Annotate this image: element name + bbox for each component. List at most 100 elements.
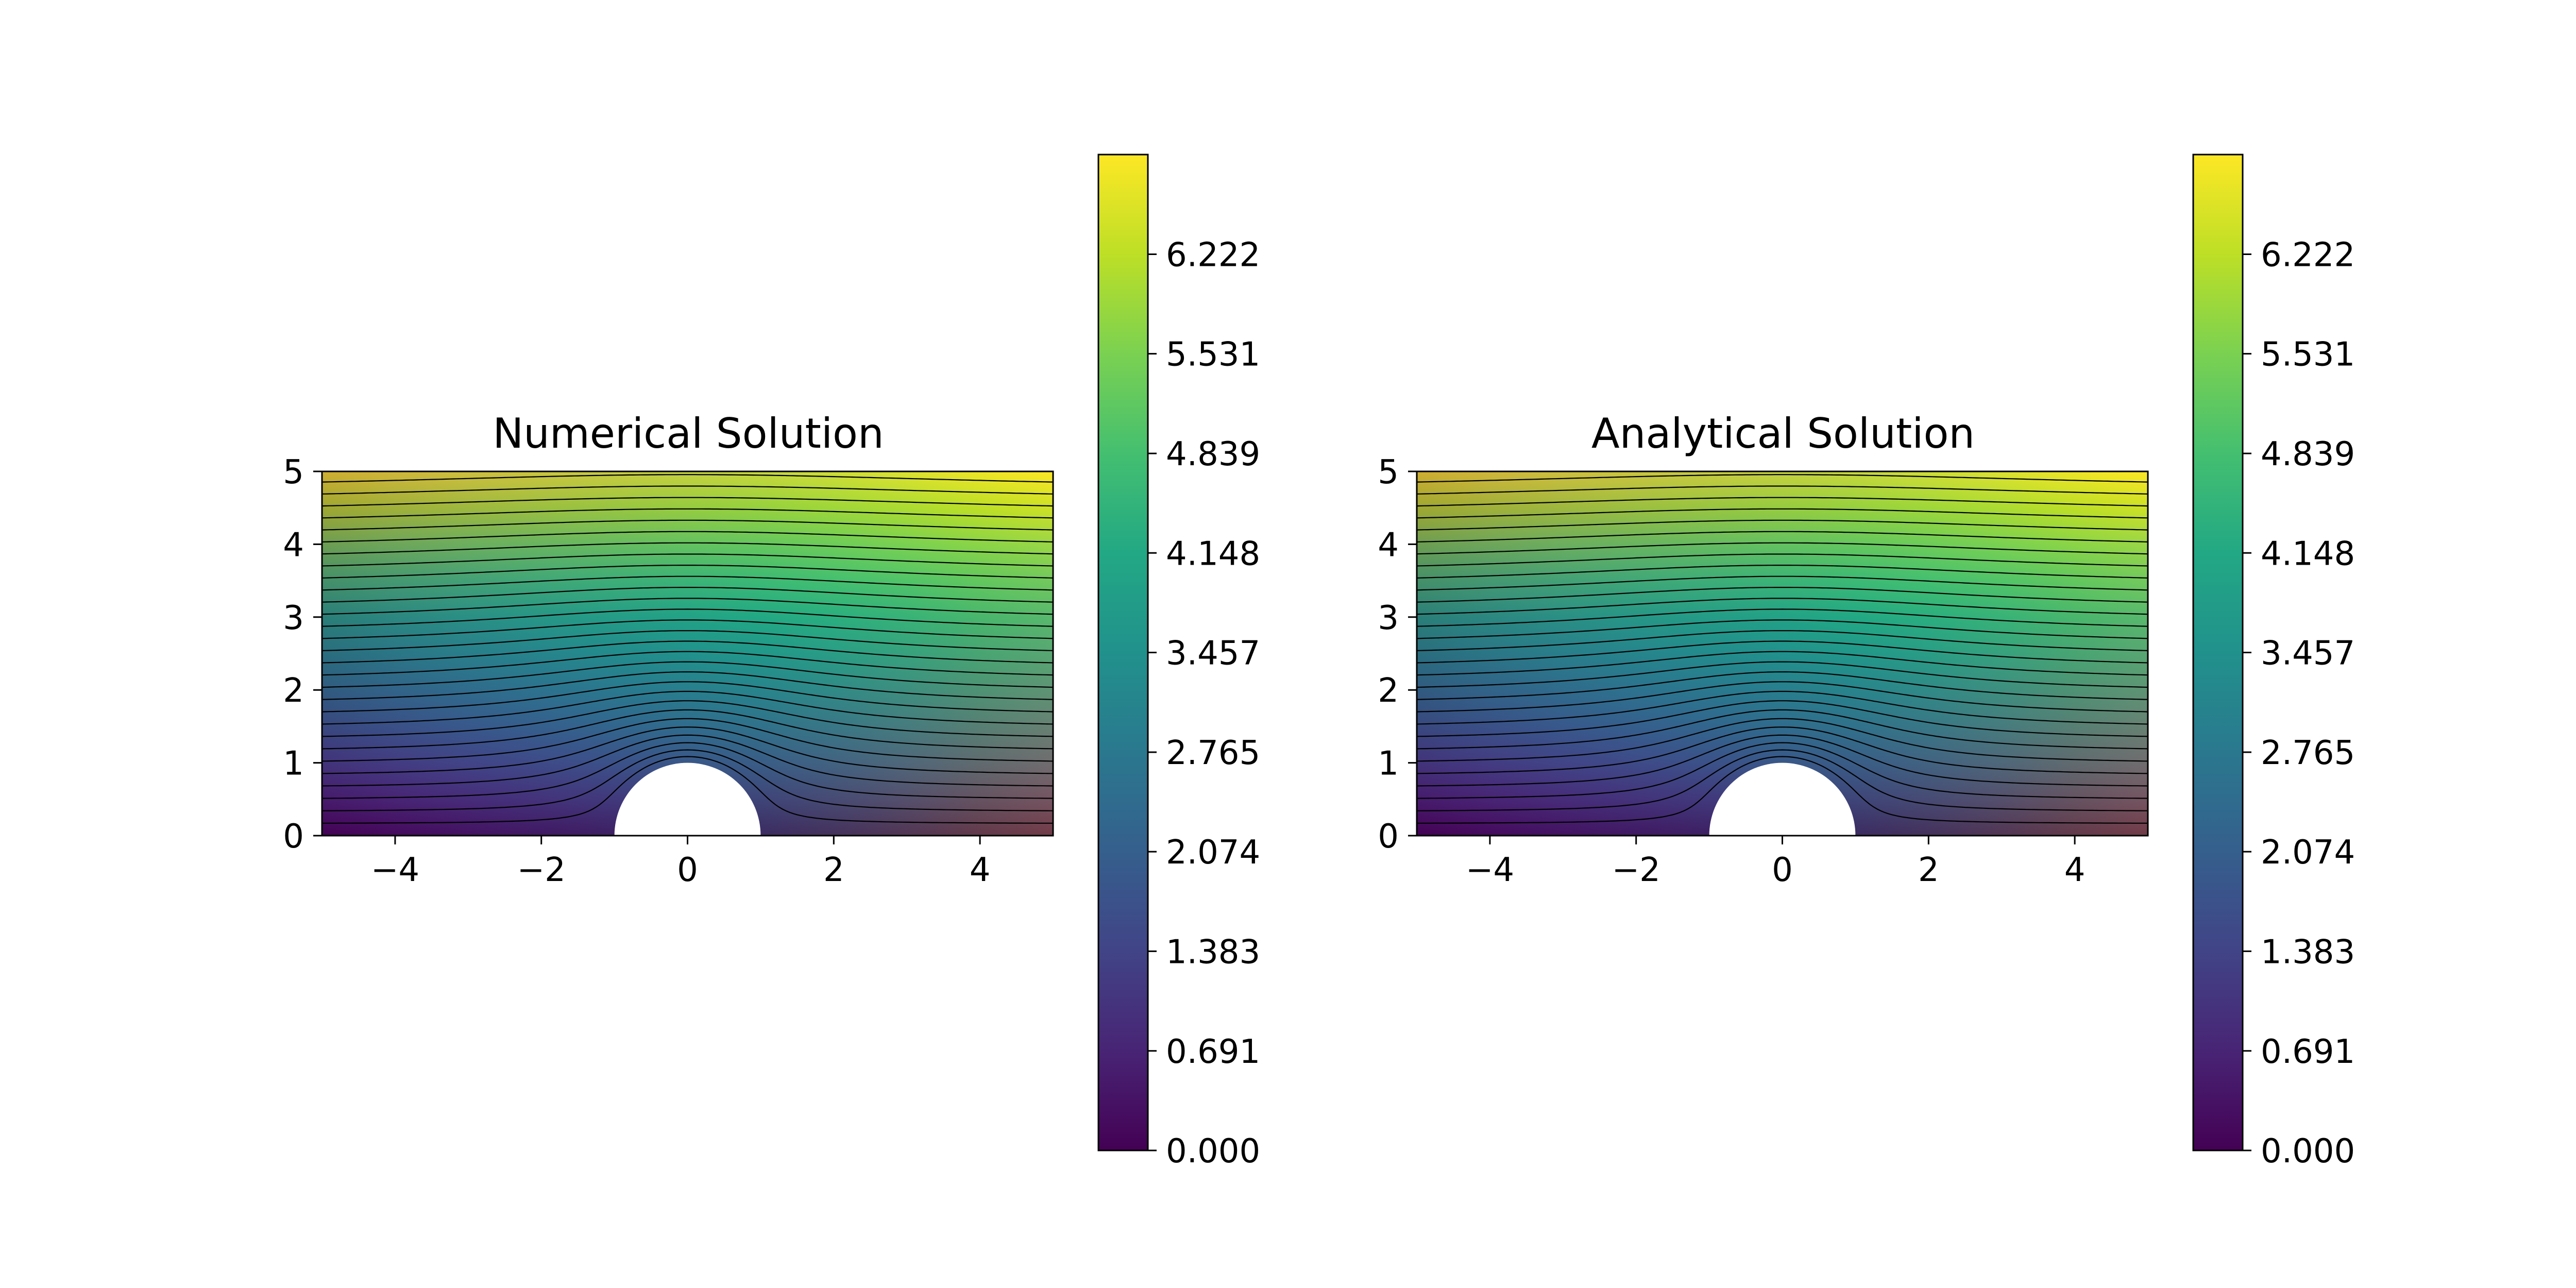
contour-line (321, 726, 1054, 774)
y-tick-label: 3 (283, 599, 304, 637)
contour-line (321, 640, 1054, 664)
contour-line (321, 671, 1054, 700)
contour-line (1416, 651, 2148, 676)
chart-analytical: Analytical Solution −4 −2 0 2 4 0 1 2 3 4 5 0.000… (1378, 154, 2355, 1171)
colorbar-tick-label: 4.148 (1166, 535, 1260, 573)
y-tick-label: 1 (283, 745, 304, 783)
colorbar-tick-label: 2.074 (1166, 834, 1260, 872)
colorbar-tick-label: 2.074 (2261, 834, 2355, 872)
x-tick-label: 4 (2064, 851, 2086, 889)
colorbar-tick-label: 0.000 (2261, 1132, 2355, 1171)
contour-line (1416, 671, 2148, 700)
contour-field (321, 470, 1054, 837)
contour-line (1416, 542, 2148, 555)
x-axis: −4 −2 0 2 4 (1466, 836, 2086, 889)
contour-line (1416, 681, 2148, 713)
x-tick-label: −2 (1612, 851, 1660, 889)
colorbar-tick-label: 6.222 (2261, 236, 2355, 274)
contour-line (321, 587, 1054, 603)
contour-line (1416, 661, 2148, 688)
x-tick-label: −4 (1466, 851, 1514, 889)
contour-line (321, 508, 1054, 519)
colorbar-tick-label: 2.765 (1166, 734, 1260, 772)
contour-lines (321, 474, 1054, 824)
x-tick-label: −2 (517, 851, 566, 889)
contour-line (1416, 553, 2148, 567)
y-tick-label: 4 (283, 526, 304, 564)
contour-line (1416, 619, 2148, 639)
colorbar-tick-label: 1.383 (1166, 933, 1260, 971)
colorbar-tick-label: 0.691 (1166, 1033, 1260, 1071)
obstacle-half-disk (1709, 762, 1856, 836)
contour-line (1417, 749, 2148, 811)
contour-line (1416, 709, 2148, 750)
colorbar: 0.000 0.691 1.383 2.074 2.765 3.457 4.148 4.839… (1097, 154, 1260, 1171)
colorbar-tick-label: 6.222 (1166, 236, 1260, 274)
contour-line (321, 497, 1054, 507)
contour-line (322, 749, 1053, 811)
contour-line (321, 531, 1054, 543)
contour-line (1416, 630, 2148, 651)
y-tick-label: 0 (1378, 818, 1399, 856)
contour-line (1416, 718, 2148, 762)
x-tick-label: 0 (677, 851, 698, 889)
contour-line (321, 519, 1054, 531)
contour-line (1416, 608, 2148, 627)
chart-title: Numerical Solution (493, 410, 884, 457)
y-axis: 0 1 2 3 4 5 (1378, 453, 1417, 856)
contour-line (1416, 690, 2148, 725)
y-tick-label: 5 (1378, 453, 1399, 492)
contour-line (1416, 519, 2148, 531)
x-axis: −4 −2 0 2 4 (371, 836, 991, 889)
y-tick-label: 0 (283, 818, 304, 856)
colorbar-bar (2192, 154, 2244, 1151)
contour-line (1416, 756, 2148, 824)
contour-line (321, 565, 1054, 579)
y-tick-label: 4 (1378, 526, 1399, 564)
x-tick-label: −4 (371, 851, 419, 889)
contour-line (321, 690, 1054, 725)
contour-line (321, 630, 1054, 651)
contour-line (321, 485, 1054, 495)
y-tick-label: 5 (283, 453, 304, 492)
contour-line (321, 474, 1054, 483)
colorbar-tick-label: 0.000 (1166, 1132, 1260, 1171)
chart-title: Analytical Solution (1591, 410, 1975, 457)
colorbar-tick-label: 5.531 (2261, 336, 2355, 374)
x-tick-label: 2 (1918, 851, 1939, 889)
contour-line (1416, 508, 2148, 519)
contour-line (1416, 497, 2148, 507)
contour-line (321, 681, 1054, 713)
y-tick-label: 1 (1378, 745, 1399, 783)
y-tick-label: 3 (1378, 599, 1399, 637)
contour-line (321, 619, 1054, 639)
contour-line (321, 661, 1054, 688)
colorbar-tick-label: 5.531 (1166, 336, 1260, 374)
colorbar-bar (1097, 154, 1149, 1151)
contour-line (1416, 742, 2148, 799)
contour-line (1416, 531, 2148, 543)
colorbar-tick-label: 3.457 (1166, 635, 1260, 673)
contour-line (1416, 598, 2148, 615)
colorbar-tick-label: 4.148 (2261, 535, 2355, 573)
contour-line (1416, 700, 2148, 737)
contour-line (1416, 565, 2148, 579)
y-tick-label: 2 (283, 672, 304, 710)
contour-line (1416, 485, 2148, 495)
contour-line (1416, 726, 2148, 774)
colorbar-tick-label: 4.839 (1166, 435, 1260, 473)
contour-line (321, 742, 1054, 799)
contour-line (321, 651, 1054, 676)
colorbar-tick-label: 3.457 (2261, 635, 2355, 673)
contour-line (1416, 587, 2148, 603)
colorbar-tick-label: 0.691 (2261, 1033, 2355, 1071)
y-axis: 0 1 2 3 4 5 (283, 453, 322, 856)
contour-lines (1416, 474, 2148, 824)
contour-field (1416, 470, 2149, 837)
contour-line (1416, 640, 2148, 664)
contour-line (321, 553, 1054, 567)
contour-line (321, 709, 1054, 750)
x-tick-label: 4 (970, 851, 991, 889)
